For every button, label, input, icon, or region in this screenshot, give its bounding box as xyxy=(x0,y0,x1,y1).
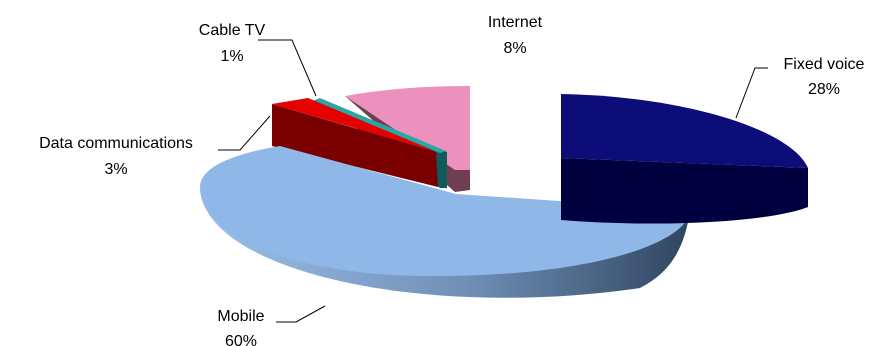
slice-data-communications-side xyxy=(272,104,438,187)
label-data-communications-name: Data communications xyxy=(39,135,193,152)
slice-data-communications-top xyxy=(272,98,437,152)
slice-fixed-voice xyxy=(561,94,808,224)
slice-cable-tv-top xyxy=(312,98,446,153)
label-fixed-voice-name: Fixed voice xyxy=(784,56,865,73)
label-internet-name: Internet xyxy=(488,14,543,31)
slice-mobile-top xyxy=(200,146,690,277)
label-fixed-voice-value: 28% xyxy=(808,81,840,98)
label-internet-value: 8% xyxy=(503,40,526,57)
label-mobile-name: Mobile xyxy=(217,308,264,325)
slice-mobile xyxy=(200,146,690,298)
slice-fixed-voice-top xyxy=(561,94,808,168)
label-cable-tv-value: 1% xyxy=(220,48,243,65)
label-data-communications-value: 3% xyxy=(104,161,127,178)
leader-data-communications xyxy=(218,115,271,151)
slice-fixed-voice-side xyxy=(561,158,808,224)
leader-fixed-voice xyxy=(735,67,768,119)
label-mobile-value: 60% xyxy=(225,333,257,346)
slice-data-communications xyxy=(272,98,438,187)
leader-cable-tv xyxy=(258,39,317,97)
leader-mobile xyxy=(276,305,326,323)
label-cable-tv-name: Cable TV xyxy=(199,22,266,39)
